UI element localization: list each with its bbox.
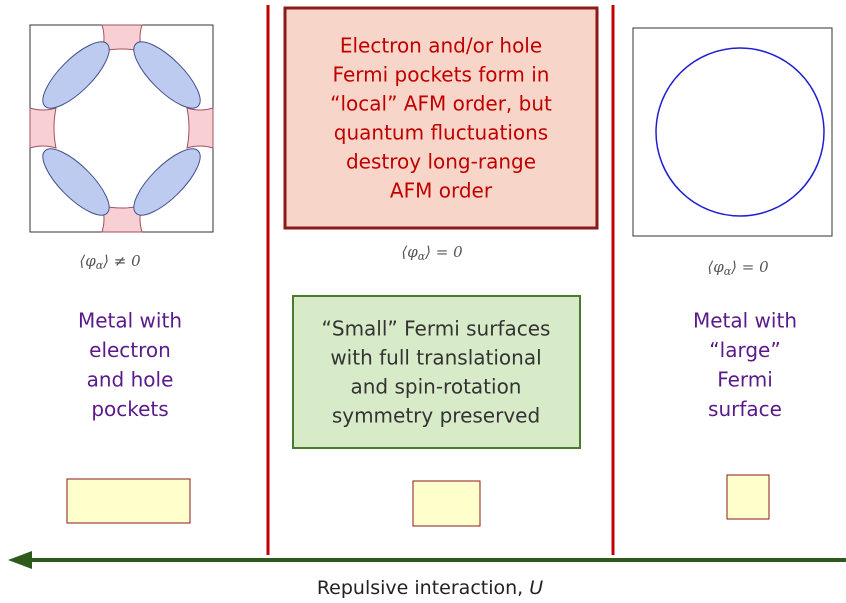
- electron-pockets: [42, 41, 201, 216]
- math-part: ⟨φ: [401, 243, 418, 261]
- top-box-line: “local” AFM order, but: [330, 92, 552, 116]
- hole-pockets: [29, 24, 214, 233]
- phase-box: [66, 478, 191, 524]
- order-parameter: ⟨φα⟩ = 0: [707, 258, 769, 278]
- top-box: [283, 6, 599, 230]
- phase-box: [726, 474, 770, 520]
- description-line: surface: [708, 397, 782, 421]
- description-line: Metal with: [78, 309, 182, 333]
- description-line: Metal with: [693, 309, 797, 333]
- bottom-box-line: with full translational: [330, 346, 541, 370]
- bottom-box: [292, 295, 581, 449]
- top-box-line: AFM order: [390, 179, 493, 203]
- math-part: ⟨φ: [707, 258, 724, 276]
- math-part: ⟩ ≠ 0: [102, 252, 141, 270]
- bottom-box-line: “Small” Fermi surfaces: [322, 317, 551, 341]
- math-sub: α: [96, 259, 104, 272]
- axis-label: Repulsive interaction, U: [317, 577, 543, 599]
- top-box-line: Electron and/or hole: [340, 34, 542, 58]
- top-box-line: destroy long-range: [346, 150, 536, 174]
- order-parameter: ⟨φα⟩ = 0: [401, 243, 463, 263]
- fermi-box: [632, 27, 833, 237]
- top-box-line: quantum fluctuations: [334, 121, 548, 145]
- description-line: “large”: [709, 338, 780, 362]
- math-part: ⟩ = 0: [730, 258, 769, 276]
- description-line: electron: [89, 338, 171, 362]
- math-sub: α: [724, 265, 732, 278]
- large-fermi-surface: [655, 47, 825, 217]
- bottom-box-line: and spin-rotation: [351, 375, 522, 399]
- bottom-box-line: symmetry preserved: [332, 404, 540, 428]
- math-part: ⟩ = 0: [424, 243, 463, 261]
- description-line: pockets: [91, 397, 168, 421]
- phase-box: [412, 480, 481, 527]
- description-line: Fermi: [717, 368, 773, 392]
- math-sub: α: [418, 250, 426, 263]
- math-part: ⟨φ: [79, 252, 96, 270]
- fermi-box: [29, 24, 214, 233]
- description-line: and hole: [87, 368, 174, 392]
- arrow-head: [8, 551, 32, 569]
- top-box-line: Fermi pockets form in: [333, 63, 550, 87]
- order-parameter: ⟨φα⟩ ≠ 0: [79, 252, 141, 272]
